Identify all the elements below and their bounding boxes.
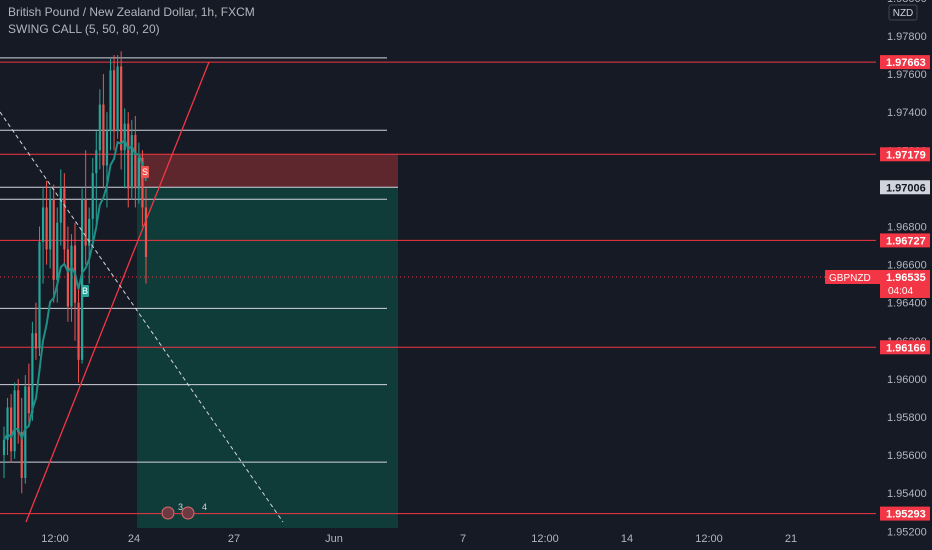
time-tick-label: 14 <box>621 533 633 545</box>
price-tick-label: 1.96600 <box>887 260 927 272</box>
candle-body[interactable] <box>77 302 80 360</box>
level-price-badge <box>880 233 930 248</box>
current-price-badge <box>880 269 930 298</box>
currency-badge[interactable] <box>888 4 918 21</box>
candle-body[interactable] <box>6 407 9 440</box>
dashed-trend-line[interactable] <box>0 111 284 523</box>
candle-body[interactable] <box>24 386 27 478</box>
price-tick-label: 1.96800 <box>887 222 927 234</box>
candle-body[interactable] <box>141 157 144 208</box>
trend-line[interactable] <box>25 61 210 523</box>
candle-body[interactable] <box>137 157 140 189</box>
candle-body[interactable] <box>98 104 101 151</box>
sell-signal-label: S <box>142 167 148 177</box>
time-tick-label: 24 <box>128 533 140 545</box>
candle-body[interactable] <box>31 333 34 414</box>
price-tick-label: 1.95600 <box>887 450 927 462</box>
level-price-badge <box>880 340 930 355</box>
time-tick-label: Jun <box>325 533 343 545</box>
event-count-label: 4 <box>202 502 207 512</box>
candle-body[interactable] <box>41 207 45 242</box>
level-price-label: 1.97663 <box>886 57 926 69</box>
candle-body[interactable] <box>13 390 16 452</box>
candle-body[interactable] <box>59 188 62 223</box>
price-tick-label: 1.96000 <box>887 374 927 386</box>
indicator-legend[interactable]: SWING CALL (5, 50, 80, 20) <box>8 22 160 36</box>
candle-body[interactable] <box>130 135 133 189</box>
candle-body[interactable] <box>144 207 148 257</box>
price-tick-label: 1.95200 <box>887 526 927 538</box>
candle-body[interactable] <box>20 432 23 478</box>
price-tick-label: 1.97600 <box>887 69 927 81</box>
level-price-label: 1.96727 <box>886 235 926 247</box>
buy-signal-badge <box>81 285 89 297</box>
candle-body[interactable] <box>84 199 87 246</box>
candle-body[interactable] <box>63 188 66 250</box>
time-tick-label: 27 <box>228 533 240 545</box>
candle-body[interactable] <box>2 439 6 456</box>
time-tick-label: 12:00 <box>531 533 559 545</box>
level-price-label: 1.95293 <box>886 509 926 521</box>
price-tick-label: 1.98000 <box>887 0 927 5</box>
symbol-label: GBPNZD <box>829 273 871 284</box>
candle-body[interactable] <box>95 150 98 174</box>
candle-body[interactable] <box>88 218 91 246</box>
level-price-badge <box>880 506 930 521</box>
candle-body[interactable] <box>120 66 123 151</box>
level-price-label: 1.97006 <box>886 182 926 194</box>
level-price-label: 1.96166 <box>886 342 926 354</box>
time-tick-label: 7 <box>460 533 466 545</box>
news-event-icon[interactable] <box>161 506 175 520</box>
candle-body[interactable] <box>56 222 59 280</box>
candle-body[interactable] <box>102 104 105 166</box>
level-price-badge <box>880 180 930 195</box>
candle-body[interactable] <box>134 135 137 189</box>
candle-body[interactable] <box>123 123 126 151</box>
candle-body[interactable] <box>105 131 109 166</box>
level-price-label: 1.97179 <box>886 149 926 161</box>
profit-target-zone[interactable] <box>137 187 398 528</box>
candle-body[interactable] <box>38 241 41 349</box>
price-tick-label: 1.97800 <box>887 31 927 43</box>
candle-body[interactable] <box>52 199 55 280</box>
candle-body[interactable] <box>112 70 116 132</box>
buy-signal-label: B <box>82 286 88 296</box>
candle-body[interactable] <box>81 199 84 360</box>
candle-body[interactable] <box>91 173 94 219</box>
time-tick-label: 12:00 <box>695 533 723 545</box>
stop-loss-zone[interactable] <box>137 154 398 188</box>
candle-body[interactable] <box>34 333 38 349</box>
level-price-badge <box>880 147 930 162</box>
time-tick-label: 21 <box>785 533 797 545</box>
candle-body[interactable] <box>17 390 20 433</box>
candle-body[interactable] <box>27 386 30 414</box>
candle-body[interactable] <box>45 207 48 250</box>
candle-body[interactable] <box>10 407 13 452</box>
candle-body[interactable] <box>66 249 69 307</box>
price-tick-label: 1.97400 <box>887 107 927 119</box>
time-tick-label: 12:00 <box>41 533 69 545</box>
chart-title: British Pound / New Zealand Dollar, 1h, … <box>8 5 255 19</box>
candle-body[interactable] <box>109 70 112 132</box>
sell-signal-badge <box>141 166 149 178</box>
price-tick-label: 1.96400 <box>887 298 927 310</box>
candle-body[interactable] <box>127 123 130 189</box>
price-tick-label: 1.95400 <box>887 488 927 500</box>
candle-body[interactable] <box>70 245 73 307</box>
moving-average-line <box>3 138 147 441</box>
current-price-label: 1.96535 <box>886 272 926 284</box>
currency-label: NZD <box>893 8 914 19</box>
bar-countdown-label: 04:04 <box>888 286 913 297</box>
candle-body[interactable] <box>116 66 119 132</box>
candle-body[interactable] <box>49 199 52 250</box>
news-event-icon[interactable] <box>181 506 195 520</box>
level-price-badge <box>880 55 930 70</box>
price-tick-label: 1.95800 <box>887 412 927 424</box>
event-count-label: 3 <box>178 502 183 512</box>
symbol-badge <box>825 269 881 284</box>
